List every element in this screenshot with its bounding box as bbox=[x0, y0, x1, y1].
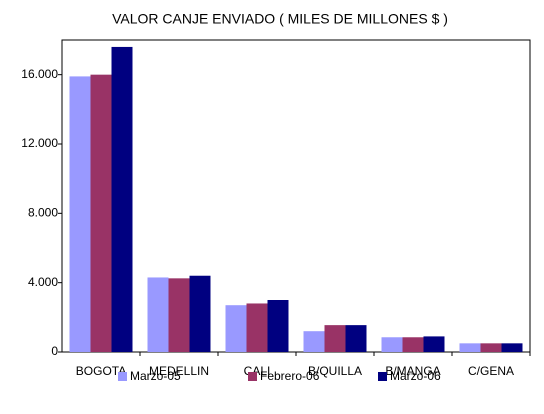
x-tick-label: BOGOTA bbox=[76, 364, 126, 378]
y-tick-label: 16.000 bbox=[21, 67, 58, 81]
bar bbox=[381, 337, 403, 352]
bar bbox=[69, 76, 91, 353]
bar bbox=[480, 343, 502, 352]
bar bbox=[345, 325, 367, 352]
bar bbox=[189, 275, 211, 352]
bar bbox=[267, 300, 289, 352]
y-tick-label: 8.000 bbox=[28, 206, 58, 220]
bar bbox=[459, 343, 481, 352]
bar bbox=[168, 278, 190, 352]
bar bbox=[246, 303, 268, 352]
legend-label: Febrero-06 bbox=[260, 369, 320, 383]
legend-swatch bbox=[118, 372, 127, 381]
bar bbox=[303, 331, 325, 352]
y-tick-label: 4.000 bbox=[28, 275, 58, 289]
legend-swatch bbox=[248, 372, 257, 381]
bar bbox=[402, 337, 424, 352]
bar bbox=[501, 343, 523, 352]
bar bbox=[147, 277, 169, 352]
y-tick-label: 0 bbox=[51, 344, 58, 358]
legend-label: Marzo-05 bbox=[130, 369, 181, 383]
x-tick-label: C/GENA bbox=[468, 364, 514, 378]
bar bbox=[324, 325, 346, 352]
legend-swatch bbox=[378, 372, 387, 381]
x-tick-label: B/MANGA bbox=[385, 364, 440, 378]
chart-title: VALOR CANJE ENVIADO ( MILES DE MILLONES … bbox=[112, 11, 448, 27]
bar bbox=[111, 46, 133, 352]
y-tick-label: 12.000 bbox=[21, 136, 58, 150]
x-tick-label: MEDELLIN bbox=[149, 364, 209, 378]
bar bbox=[225, 305, 247, 352]
legend-label: Marzo-06 bbox=[390, 369, 441, 383]
bar bbox=[90, 74, 112, 353]
bar bbox=[423, 336, 445, 352]
x-tick-label: B/QUILLA bbox=[308, 364, 362, 378]
